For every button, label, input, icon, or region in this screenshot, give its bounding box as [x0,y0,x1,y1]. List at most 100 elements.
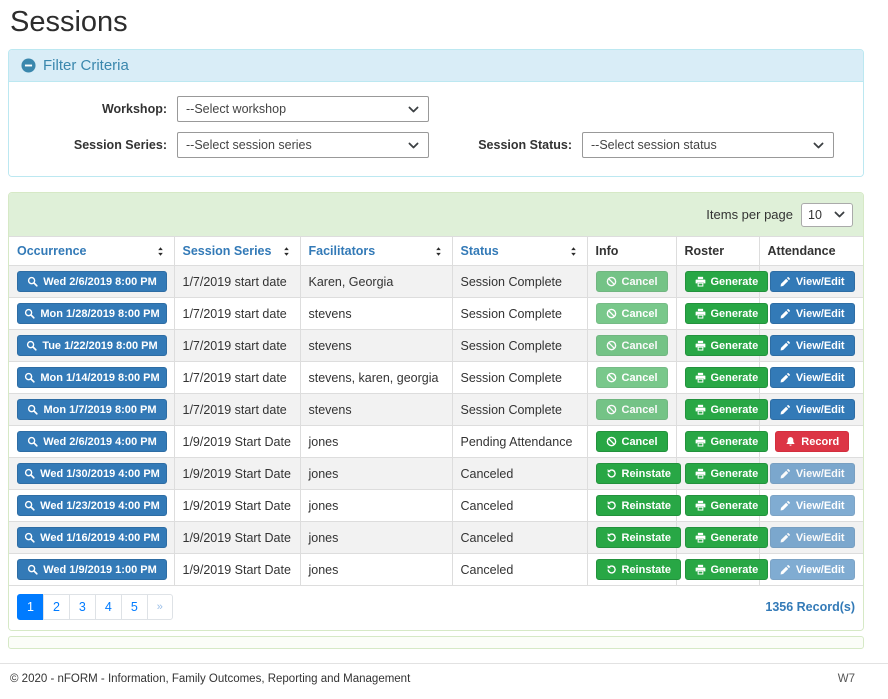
button-label: Mon 1/28/2019 8:00 PM [40,308,159,320]
button-label: View/Edit [796,500,845,512]
chevron-down-icon [812,139,825,152]
items-per-page-select[interactable]: 10 [801,203,853,227]
column-header-occurrence[interactable]: Occurrence [9,237,174,266]
button-label: Reinstate [622,532,672,544]
table-row: Wed 2/6/2019 4:00 PM1/9/2019 Start Datej… [9,426,864,458]
next-page-button[interactable]: » [147,594,173,620]
occurrence-cell: Wed 1/9/2019 1:00 PM [9,554,174,586]
button-label: View/Edit [796,468,845,480]
cancel-button: Cancel [596,335,668,356]
occurrence-button[interactable]: Wed 1/16/2019 4:00 PM [17,527,167,548]
generate-button[interactable]: Generate [685,367,769,388]
sort-icon[interactable] [155,246,166,257]
page-button-1[interactable]: 1 [17,594,44,620]
filter-panel-heading[interactable]: Filter Criteria [9,50,863,82]
column-header-status[interactable]: Status [452,237,587,266]
view-edit-button: View/Edit [770,559,855,580]
page-button-2[interactable]: 2 [43,594,70,620]
session-status-select-value: --Select session status [591,138,717,152]
view-edit-button[interactable]: View/Edit [770,271,855,292]
attendance-cell: Record [759,426,864,458]
generate-button[interactable]: Generate [685,271,769,292]
generate-button[interactable]: Generate [685,399,769,420]
reinstate-button[interactable]: Reinstate [596,495,682,516]
view-edit-button[interactable]: View/Edit [770,335,855,356]
ban-icon [606,436,617,447]
button-label: Cancel [622,436,658,448]
column-header-info: Info [587,237,676,266]
status-cell: Session Complete [452,298,587,330]
roster-cell: Generate [676,298,759,330]
cancel-button[interactable]: Cancel [596,431,668,452]
printer-icon [695,276,706,287]
attendance-cell: View/Edit [759,298,864,330]
table-toolbar: Items per page 10 [9,193,863,237]
occurrence-button[interactable]: Mon 1/7/2019 8:00 PM [17,399,167,420]
occurrence-button[interactable]: Wed 1/30/2019 4:00 PM [17,463,167,484]
occurrence-button[interactable]: Mon 1/28/2019 8:00 PM [17,303,167,324]
session-series-cell: 1/9/2019 Start Date [174,458,300,490]
record-button[interactable]: Record [775,431,849,452]
button-label: Generate [711,404,759,416]
button-label: Generate [711,340,759,352]
pencil-icon [780,276,791,287]
occurrence-button[interactable]: Wed 2/6/2019 8:00 PM [17,271,167,292]
reinstate-button[interactable]: Reinstate [596,527,682,548]
occurrence-button[interactable]: Wed 2/6/2019 4:00 PM [17,431,167,452]
attendance-cell: View/Edit [759,394,864,426]
facilitators-cell: jones [300,458,452,490]
occurrence-button[interactable]: Wed 1/23/2019 4:00 PM [17,495,167,516]
attendance-cell: View/Edit [759,362,864,394]
generate-button[interactable]: Generate [685,335,769,356]
panel-footer-strip [8,636,864,649]
column-header-facilitators[interactable]: Facilitators [300,237,452,266]
button-label: Generate [711,500,759,512]
view-edit-button[interactable]: View/Edit [770,399,855,420]
sort-icon[interactable] [433,246,444,257]
pagination-controls: 12345» [17,594,173,620]
page-button-5[interactable]: 5 [121,594,148,620]
filter-body: Workshop: --Select workshop Session Seri… [9,82,863,176]
session-status-select[interactable]: --Select session status [582,132,834,158]
session-series-cell: 1/7/2019 start date [174,330,300,362]
chevron-down-icon [407,103,420,116]
sort-icon[interactable] [281,246,292,257]
reinstate-button[interactable]: Reinstate [596,463,682,484]
info-cell: Cancel [587,266,676,298]
generate-button[interactable]: Generate [685,463,769,484]
generate-button[interactable]: Generate [685,431,769,452]
generate-button[interactable]: Generate [685,303,769,324]
button-label: View/Edit [796,276,845,288]
page-button-4[interactable]: 4 [95,594,122,620]
view-edit-button[interactable]: View/Edit [770,303,855,324]
column-label: Session Series [183,244,272,258]
session-series-cell: 1/7/2019 start date [174,394,300,426]
ban-icon [606,340,617,351]
generate-button[interactable]: Generate [685,495,769,516]
attendance-cell: View/Edit [759,490,864,522]
workshop-select-value: --Select workshop [186,102,286,116]
session-series-select[interactable]: --Select session series [177,132,429,158]
minus-circle-icon[interactable] [21,58,36,73]
occurrence-button[interactable]: Wed 1/9/2019 1:00 PM [17,559,167,580]
workshop-select[interactable]: --Select workshop [177,96,429,122]
generate-button[interactable]: Generate [685,527,769,548]
sessions-table: Occurrence Session Series FacilitatorsStat… [9,237,864,586]
search-icon [24,532,35,543]
sort-icon[interactable] [568,246,579,257]
info-cell: Cancel [587,426,676,458]
occurrence-button[interactable]: Tue 1/22/2019 8:00 PM [17,335,167,356]
reinstate-button[interactable]: Reinstate [596,559,682,580]
search-icon [27,564,38,575]
facilitators-cell: jones [300,522,452,554]
view-edit-button[interactable]: View/Edit [770,367,855,388]
status-cell: Session Complete [452,266,587,298]
button-label: Generate [711,372,759,384]
ban-icon [606,372,617,383]
occurrence-button[interactable]: Mon 1/14/2019 8:00 PM [17,367,167,388]
info-cell: Cancel [587,330,676,362]
generate-button[interactable]: Generate [685,559,769,580]
undo-icon [606,532,617,543]
column-header-session-series[interactable]: Session Series [174,237,300,266]
page-button-3[interactable]: 3 [69,594,96,620]
